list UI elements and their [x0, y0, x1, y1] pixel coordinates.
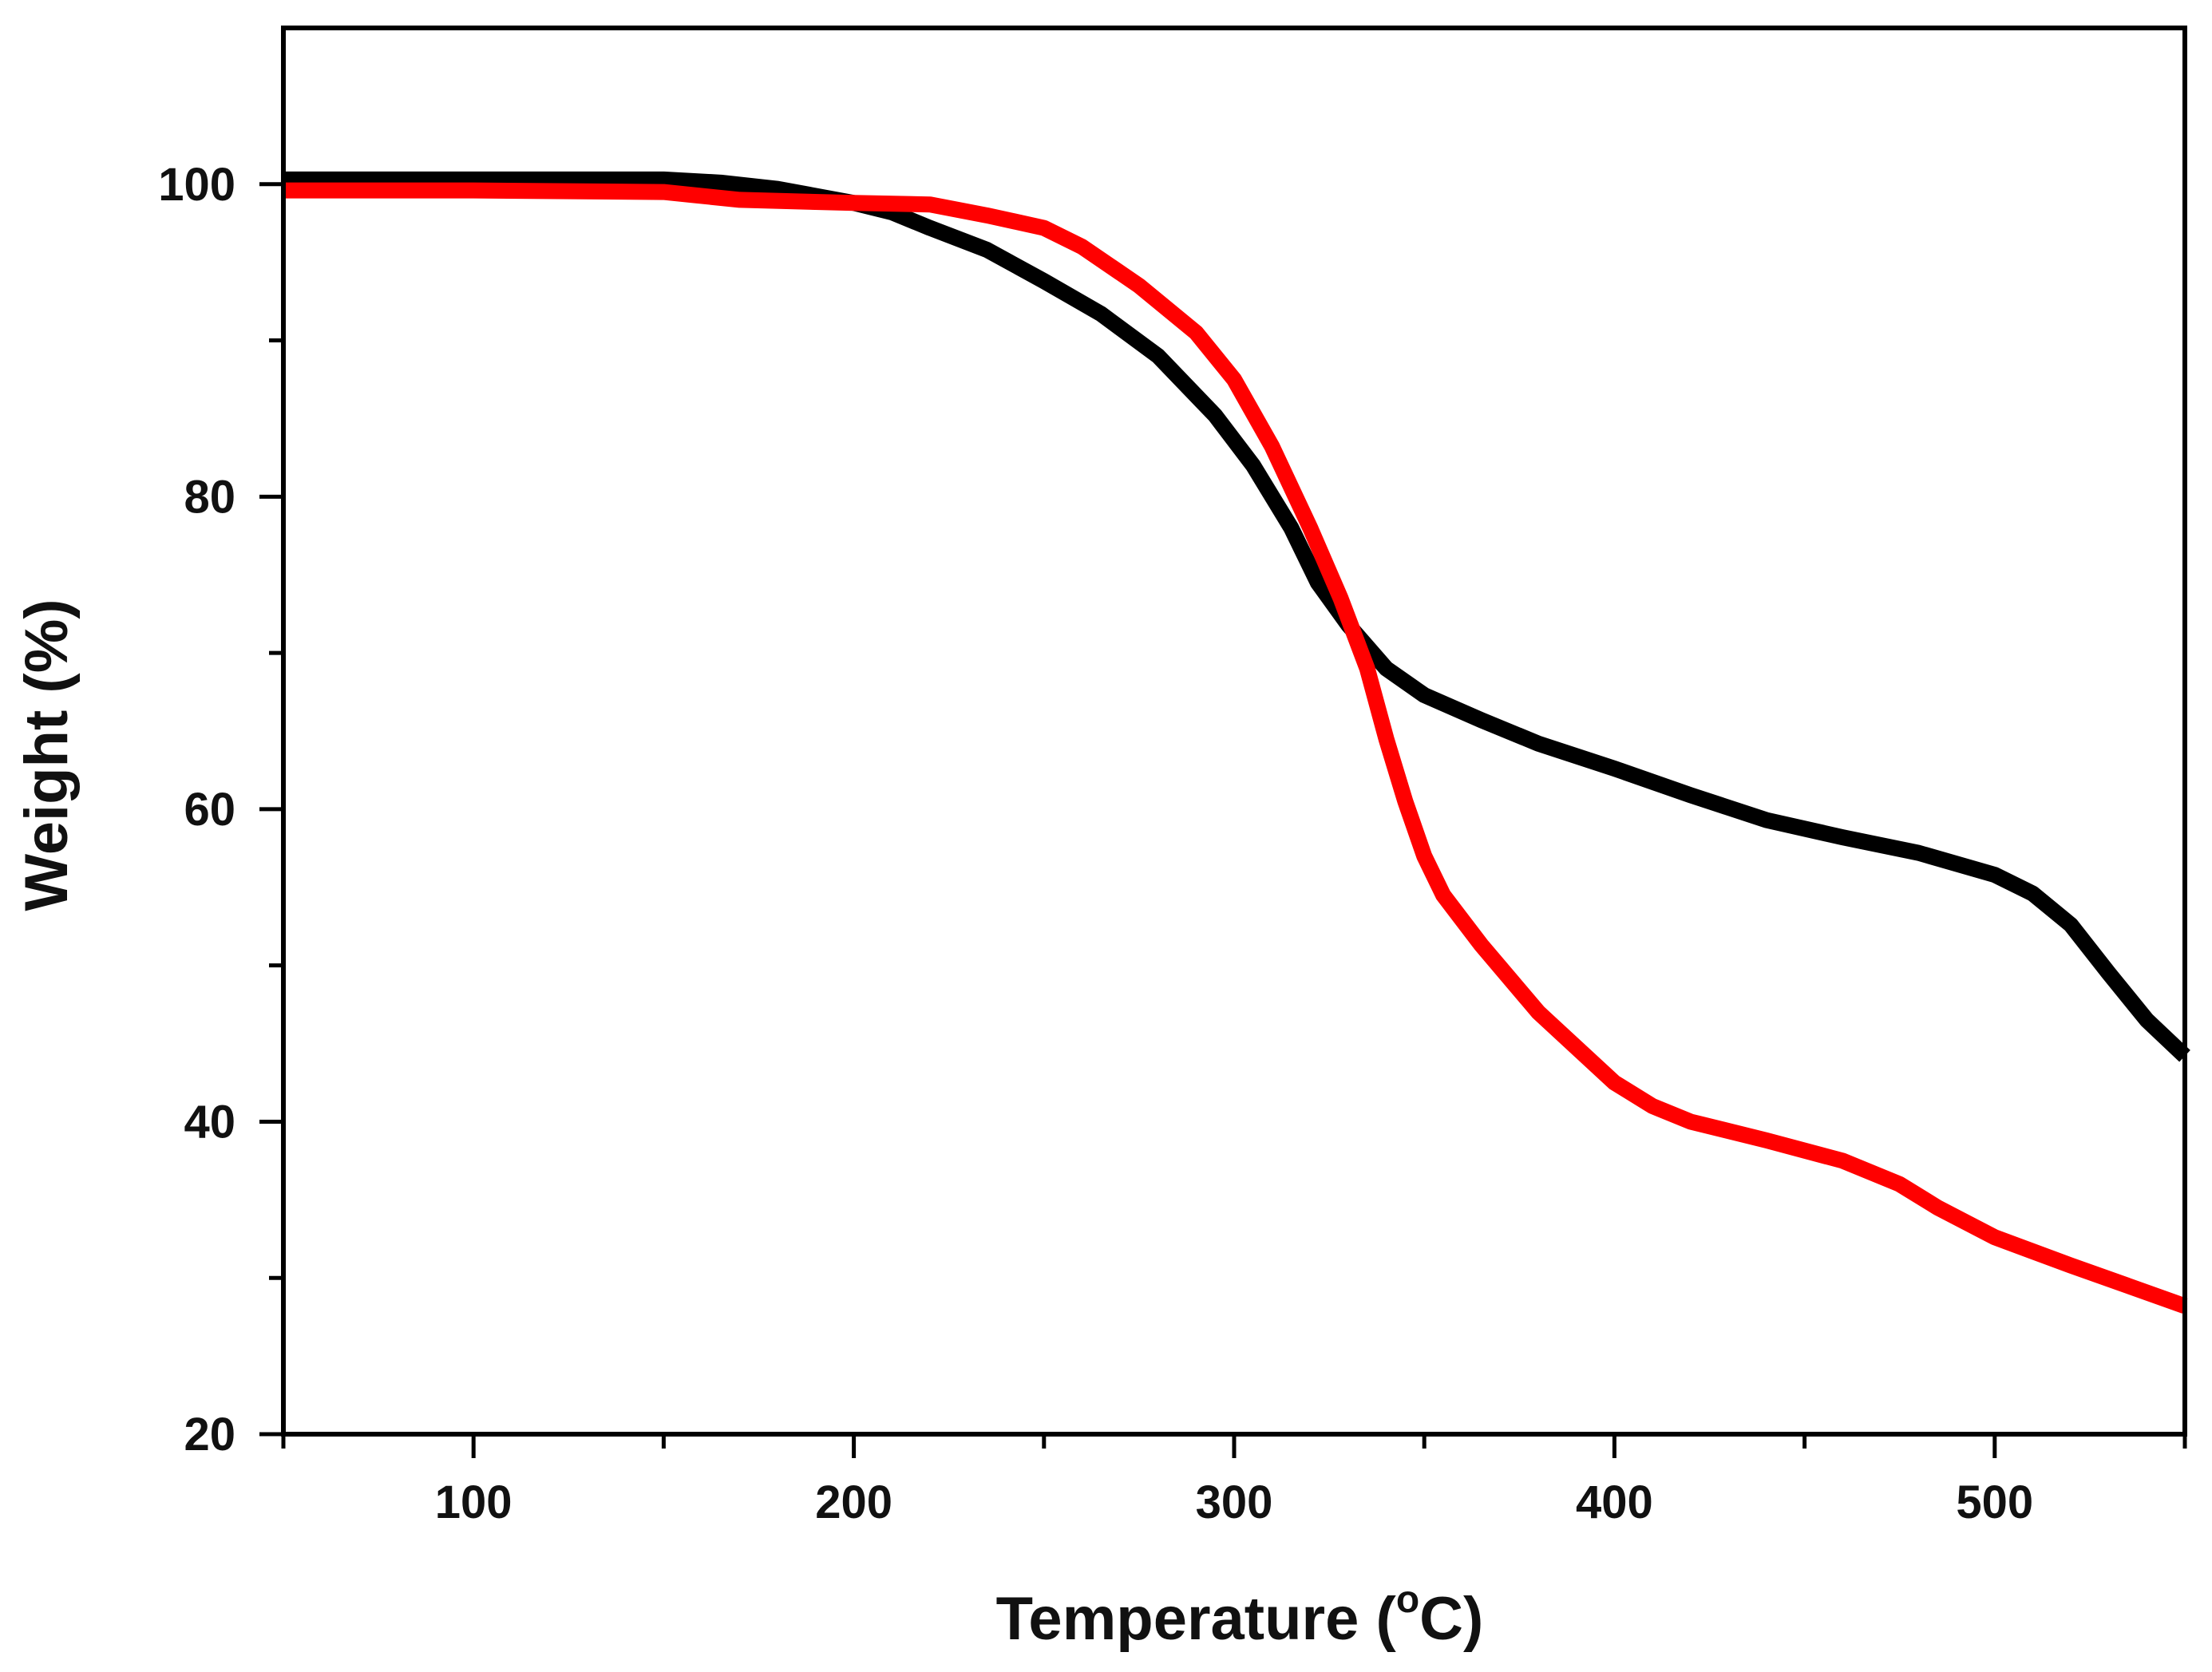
plot-frame — [281, 26, 2187, 1437]
y-tick-label-40: 40 — [184, 1096, 235, 1148]
series-layer — [283, 171, 2190, 1314]
y-tick-label-60: 60 — [184, 784, 235, 836]
x-tick-label-300: 300 — [1196, 1476, 1273, 1528]
x-tick-label-100: 100 — [435, 1476, 512, 1528]
y-axis-title: Weight (%) — [13, 599, 81, 911]
x-tick-label-200: 200 — [815, 1476, 892, 1528]
y-tick-label-80: 80 — [184, 471, 235, 523]
labels-layer: 100 200 300 400 500 20 40 60 80 100 — [158, 159, 2033, 1528]
x-tick-label-500: 500 — [1956, 1476, 2033, 1528]
y-tick-label-100: 100 — [158, 159, 235, 211]
x-tick-label-400: 400 — [1576, 1476, 1653, 1528]
x-axis-title: Temperature (oC) — [996, 1579, 1484, 1653]
y-tick-label-20: 20 — [184, 1409, 235, 1461]
series-line-red-curve — [283, 182, 2188, 1314]
